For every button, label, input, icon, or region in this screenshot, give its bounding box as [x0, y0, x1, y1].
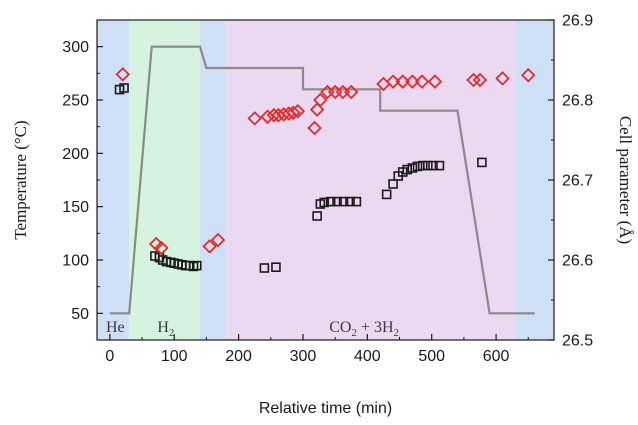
- diamond-point: [495, 71, 510, 86]
- diamond-point: [307, 120, 322, 136]
- y-left-tick-label: 100: [62, 253, 89, 270]
- region-label-h2: H2: [157, 319, 174, 339]
- square-point: [259, 263, 270, 273]
- diamond-point: [309, 102, 325, 117]
- square-point: [477, 157, 487, 168]
- diamond-point: [520, 67, 536, 83]
- square-point: [351, 196, 362, 207]
- square-point: [312, 211, 322, 221]
- right-y-axis-title: Cell parameter (Å): [616, 116, 635, 244]
- diamond-point: [343, 84, 359, 100]
- square-point: [428, 160, 438, 171]
- square-point: [412, 161, 423, 172]
- x-tick-label: 100: [161, 348, 188, 365]
- diamond-point: [313, 92, 328, 108]
- region-labels: He H2 CO2 + 3H2: [106, 319, 399, 339]
- x-tick-label: 500: [418, 348, 445, 365]
- square-point: [423, 160, 433, 171]
- diamond-point: [202, 239, 217, 254]
- diamond-point: [385, 74, 401, 89]
- temperature-series: [109, 45, 535, 315]
- region-band: [199, 20, 226, 340]
- square-point: [191, 260, 202, 271]
- diamond-point: [286, 105, 301, 121]
- right-y-axis-ticks: 26.5 26.6 26.7 26.8 26.9: [548, 13, 593, 350]
- diamond-point: [290, 103, 306, 119]
- y-right-tick-label: 26.5: [562, 333, 593, 350]
- square-point: [332, 196, 342, 207]
- region-band: [97, 20, 130, 340]
- x-axis-ticks: 0 100 200 300 400 500 600: [105, 334, 529, 365]
- x-tick-label: 300: [290, 348, 317, 365]
- region-label-co2-3h2: CO2 + 3H2: [329, 319, 399, 339]
- square-point: [119, 83, 129, 93]
- square-point: [271, 262, 281, 273]
- diamond-point: [466, 72, 481, 88]
- x-tick-label: 400: [354, 348, 381, 365]
- region-bands: [97, 20, 554, 340]
- y-left-tick-label: 200: [62, 146, 89, 163]
- square-point: [319, 197, 330, 208]
- square-point: [402, 164, 413, 175]
- y-left-tick-label: 250: [62, 93, 89, 110]
- y-right-tick-label: 26.9: [562, 13, 593, 30]
- diamond-point: [210, 232, 226, 248]
- square-point: [434, 160, 445, 171]
- x-tick-label: 0: [105, 348, 114, 365]
- left-y-axis-ticks: 50 100 150 200 250 300: [62, 39, 103, 323]
- diamond-point: [405, 74, 420, 89]
- square-point: [338, 196, 349, 207]
- x-tick-label: 600: [483, 348, 510, 365]
- square-point: [417, 160, 428, 171]
- square-point: [381, 189, 392, 200]
- y-right-tick-label: 26.8: [562, 93, 593, 110]
- x-axis-title: Relative time (min): [259, 400, 392, 417]
- diamond-point: [115, 67, 131, 82]
- y-right-tick-label: 26.7: [562, 173, 593, 190]
- region-label-he: He: [106, 319, 125, 336]
- y-right-tick-label: 26.6: [562, 253, 593, 270]
- diamond-point: [472, 72, 488, 88]
- region-band: [225, 20, 516, 340]
- square-point: [325, 196, 336, 207]
- diamond-point: [260, 109, 275, 125]
- square-marker-series: [114, 83, 487, 273]
- left-y-axis-title: Temperature (°C): [11, 120, 30, 239]
- square-point: [345, 196, 355, 207]
- y-left-tick-label: 50: [71, 306, 89, 323]
- temperature-line: [109, 45, 535, 315]
- diamond-point: [414, 74, 430, 89]
- diamond-point: [395, 74, 411, 89]
- diamond-point: [247, 111, 262, 126]
- y-left-tick-label: 150: [62, 199, 89, 216]
- diamond-point: [154, 240, 169, 256]
- region-band: [515, 20, 554, 340]
- square-point: [407, 163, 418, 173]
- square-point: [388, 179, 398, 189]
- diamond-point: [427, 74, 443, 89]
- x-tick-label: 200: [225, 348, 252, 365]
- y-left-tick-label: 300: [62, 39, 89, 56]
- diamond-marker-series: [115, 67, 536, 256]
